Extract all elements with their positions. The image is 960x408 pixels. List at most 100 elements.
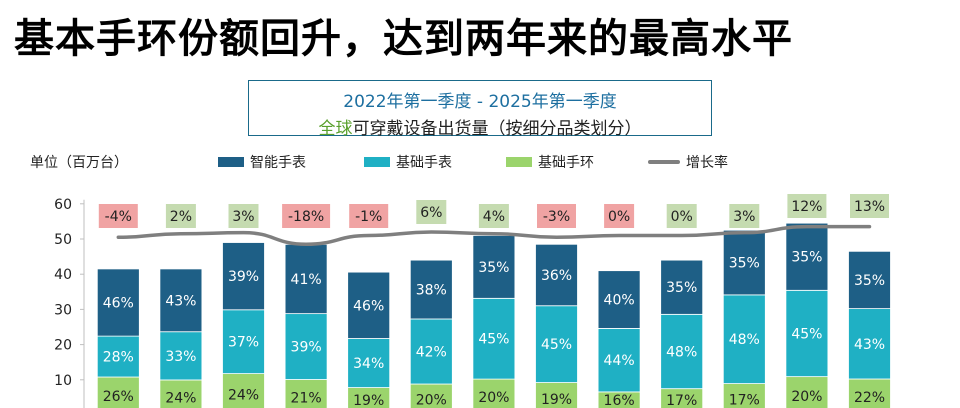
growth-label-box xyxy=(478,204,509,228)
bar-segment-smartwatch xyxy=(222,242,265,311)
growth-label-box xyxy=(416,200,447,224)
growth-label: 3% xyxy=(232,209,254,225)
bar-label-basic-watch: 48% xyxy=(666,344,697,360)
growth-label-box xyxy=(282,204,331,228)
subtitle-highlight: 全球 xyxy=(318,119,353,139)
bar-segment-basic-band xyxy=(284,379,328,408)
growth-label-box xyxy=(537,204,576,228)
bar-segment-basic-band xyxy=(222,373,265,408)
bar-label-basic-band: 19% xyxy=(541,392,572,408)
growth-label: -1% xyxy=(355,209,382,225)
bar-segment-smartwatch xyxy=(597,270,641,329)
bar-segment-basic-band xyxy=(96,376,140,408)
bar-label-smartwatch: 35% xyxy=(666,280,697,296)
legend-label: 基础手表 xyxy=(396,155,452,171)
bar-segment-smartwatch xyxy=(785,222,829,291)
bar-segment-basic-watch xyxy=(722,294,766,384)
bar-segment-basic-watch xyxy=(848,308,891,380)
bar-label-basic-band: 20% xyxy=(791,389,822,405)
bar-label-smartwatch: 46% xyxy=(353,298,384,314)
growth-label-box xyxy=(165,204,196,228)
bar-segment-smartwatch xyxy=(660,259,704,315)
bar-label-smartwatch: 40% xyxy=(604,293,635,309)
bar-segment-smartwatch xyxy=(409,259,453,320)
y-tick-label: 50 xyxy=(54,232,72,248)
growth-label-box xyxy=(228,204,259,228)
chart-period: 2022年第一季度 - 2025年第一季度 xyxy=(343,92,617,112)
bar-label-smartwatch: 35% xyxy=(854,273,885,289)
bar-label-smartwatch: 41% xyxy=(291,272,322,288)
bar-label-basic-watch: 44% xyxy=(604,353,635,369)
legend-label: 智能手表 xyxy=(250,155,306,171)
bar-label-basic-watch: 45% xyxy=(478,332,509,348)
legend-item-smartwatch: 智能手表 xyxy=(218,152,306,172)
growth-rate-line xyxy=(116,224,872,247)
y-tick-label: 10 xyxy=(54,373,72,389)
bar-segment-smartwatch xyxy=(472,235,516,299)
growth-label: -4% xyxy=(105,209,132,225)
legend-swatch xyxy=(506,157,532,167)
bar-segment-smartwatch xyxy=(535,243,578,307)
growth-label-box xyxy=(729,204,760,228)
bar-label-smartwatch: 38% xyxy=(416,283,447,299)
bar-segment-basic-watch xyxy=(597,328,641,393)
legend-label: 基础手环 xyxy=(538,155,594,171)
bar-segment-basic-watch xyxy=(284,313,328,380)
growth-label: -18% xyxy=(288,209,324,225)
legend-item-basic-band: 基础手环 xyxy=(506,152,594,172)
legend-item-growth: 增长率 xyxy=(648,152,728,172)
y-tick-label: 30 xyxy=(54,302,72,318)
bar-segment-basic-watch xyxy=(535,305,578,383)
chart-subtitle-box: 2022年第一季度 - 2025年第一季度 全球可穿戴设备出货量（按细分品类划分… xyxy=(248,80,712,139)
bar-label-basic-band: 17% xyxy=(729,392,760,408)
growth-label-box xyxy=(787,194,827,218)
y-axis-unit-label: 单位（百万台） xyxy=(30,155,128,171)
bar-label-smartwatch: 39% xyxy=(228,269,259,285)
bar-label-basic-watch: 43% xyxy=(854,337,885,353)
bar-label-basic-band: 26% xyxy=(103,389,134,405)
bar-label-basic-watch: 34% xyxy=(353,356,384,372)
bar-label-basic-watch: 33% xyxy=(165,349,196,365)
bar-segment-basic-watch xyxy=(159,331,203,381)
growth-label: 13% xyxy=(854,199,885,215)
bar-label-basic-watch: 48% xyxy=(729,332,760,348)
growth-label-box xyxy=(666,204,697,228)
bar-segment-basic-watch xyxy=(785,289,829,378)
growth-label-box xyxy=(349,204,389,228)
bar-label-basic-band: 22% xyxy=(854,390,885,406)
growth-label: 6% xyxy=(420,205,442,221)
growth-label: 2% xyxy=(170,209,192,225)
bar-label-smartwatch: 46% xyxy=(103,296,134,312)
bar-label-smartwatch: 35% xyxy=(478,260,509,276)
growth-label: 0% xyxy=(671,209,693,225)
bar-segment-smartwatch xyxy=(848,250,891,310)
bar-segment-basic-band xyxy=(159,379,203,408)
bar-label-basic-band: 16% xyxy=(604,393,635,408)
bar-segment-basic-band xyxy=(785,376,829,408)
bar-label-basic-watch: 45% xyxy=(541,337,572,353)
growth-label: -3% xyxy=(543,209,570,225)
bar-label-basic-band: 21% xyxy=(291,390,322,406)
growth-label-box xyxy=(850,194,889,218)
bar-label-basic-band: 17% xyxy=(666,393,697,408)
legend-swatch xyxy=(218,157,244,167)
bar-segment-smartwatch xyxy=(96,268,140,337)
chart-subtitle: 全球可穿戴设备出货量（按细分品类划分） xyxy=(249,114,711,139)
bar-label-basic-watch: 42% xyxy=(416,344,447,360)
growth-label: 4% xyxy=(483,209,505,225)
bar-label-basic-watch: 37% xyxy=(228,335,259,351)
legend-line xyxy=(648,160,680,164)
bar-segment-basic-band xyxy=(722,383,766,408)
bar-label-smartwatch: 43% xyxy=(165,293,196,309)
growth-label-box xyxy=(604,204,635,228)
legend-swatch xyxy=(364,157,390,167)
bar-segment-smartwatch xyxy=(284,243,328,315)
bar-label-basic-band: 24% xyxy=(228,387,259,403)
bar-segment-basic-watch xyxy=(347,338,391,388)
bar-label-smartwatch: 35% xyxy=(791,250,822,266)
bar-label-basic-band: 24% xyxy=(165,390,196,406)
bar-label-basic-watch: 28% xyxy=(103,350,134,366)
bar-segment-basic-watch xyxy=(472,297,516,380)
bar-label-basic-watch: 39% xyxy=(291,340,322,356)
y-tick-label: 20 xyxy=(54,338,72,354)
